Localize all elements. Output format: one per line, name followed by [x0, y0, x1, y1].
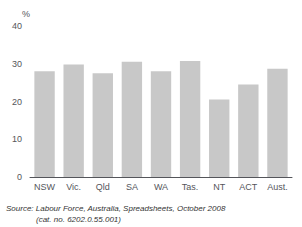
- svg-text:0: 0: [17, 172, 22, 182]
- svg-text:NSW: NSW: [34, 182, 56, 192]
- svg-text:40: 40: [12, 21, 22, 31]
- svg-text:10: 10: [12, 134, 22, 144]
- svg-text:NT: NT: [213, 182, 225, 192]
- svg-text:WA: WA: [154, 182, 168, 192]
- svg-text:Vic.: Vic.: [66, 182, 81, 192]
- svg-text:%: %: [22, 9, 30, 19]
- svg-text:Aust.: Aust.: [267, 182, 288, 192]
- svg-text:ACT: ACT: [239, 182, 258, 192]
- svg-text:Qld: Qld: [96, 182, 110, 192]
- svg-text:(cat. no. 6202.0.55.001): (cat. no. 6202.0.55.001): [36, 215, 121, 224]
- svg-text:30: 30: [12, 59, 22, 69]
- svg-text:SA: SA: [126, 182, 138, 192]
- svg-text:20: 20: [12, 97, 22, 107]
- svg-text:Tas.: Tas.: [182, 182, 199, 192]
- svg-text:Source: Labour Force, Australi: Source: Labour Force, Australia, Spreads…: [6, 204, 226, 213]
